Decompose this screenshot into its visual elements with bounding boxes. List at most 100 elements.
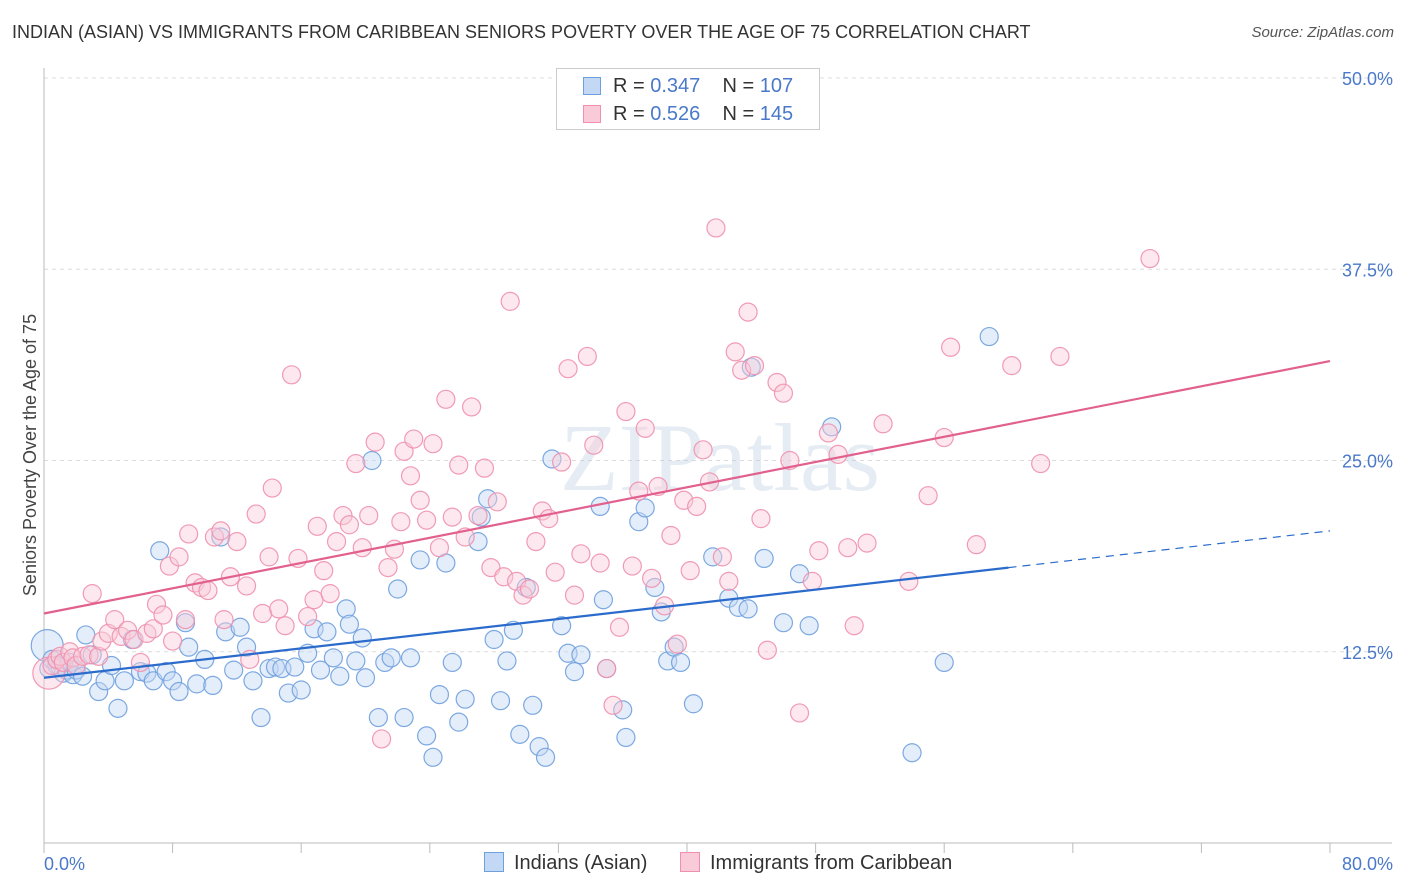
data-point (484, 629, 504, 650)
data-point (198, 580, 218, 601)
data-point (780, 450, 800, 471)
data-point (317, 622, 337, 642)
data-point (169, 681, 189, 702)
data-point (510, 724, 530, 744)
data-point (571, 645, 591, 665)
trend-lines (43, 359, 1331, 679)
data-point (767, 372, 787, 393)
data-point (381, 648, 401, 668)
data-point (468, 505, 488, 526)
data-point (378, 557, 398, 578)
data-point (275, 616, 295, 636)
data-point (468, 531, 488, 552)
data-point (339, 515, 360, 535)
legend-r-label: R = (613, 103, 651, 125)
trend-line-caribbean (43, 359, 1331, 615)
data-point (471, 507, 491, 527)
data-point (153, 605, 173, 625)
data-point (809, 541, 829, 561)
legend-r-value: 0.347 (650, 75, 701, 97)
data-point (253, 603, 273, 624)
y-axis-label: Seniors Poverty Over the Age of 75 (20, 314, 40, 596)
data-point (706, 218, 726, 238)
data-point (1002, 356, 1022, 376)
data-point (89, 681, 109, 702)
data-point (368, 707, 388, 728)
data-point (76, 625, 96, 645)
watermark: ZIPatlas (560, 404, 880, 511)
data-point (552, 452, 572, 472)
data-point (230, 617, 250, 637)
legend-item-indians[interactable]: Indians (Asian) (484, 852, 647, 875)
data-point (346, 651, 366, 671)
data-point (187, 674, 207, 694)
data-point (873, 414, 893, 434)
data-point (818, 423, 839, 443)
data-point (298, 606, 318, 627)
data-point (371, 729, 392, 749)
data-point (1050, 346, 1070, 367)
data-point (616, 401, 636, 422)
data-point (487, 492, 507, 512)
data-point (285, 657, 305, 677)
data-point (934, 652, 954, 673)
data-point (603, 695, 623, 715)
data-point (497, 651, 517, 671)
legend-item-caribbean[interactable]: Immigrants from Caribbean (680, 852, 952, 875)
data-point (251, 707, 271, 728)
data-point (449, 712, 469, 732)
data-point (738, 302, 758, 322)
data-point (683, 694, 704, 714)
data-point (92, 631, 112, 651)
data-point (323, 648, 343, 668)
data-point (400, 466, 421, 486)
data-point (725, 342, 745, 362)
axes (43, 68, 1392, 853)
data-point (246, 504, 266, 524)
source-label: Source: ZipAtlas.com (1251, 24, 1394, 41)
data-point (436, 389, 456, 409)
data-point (577, 346, 597, 367)
series-immigrants-caribbean (32, 218, 1160, 749)
stats-legend: R = 0.347 N = 107 R = 0.526 N = 145 (556, 68, 820, 130)
legend-label: Indians (Asian) (514, 852, 648, 874)
legend-n-value: 107 (759, 75, 794, 97)
data-point (442, 652, 462, 673)
data-point (1031, 453, 1051, 474)
data-point (169, 547, 189, 567)
data-point (307, 516, 327, 536)
data-point (941, 337, 961, 357)
data-point (500, 291, 520, 311)
data-point (609, 617, 630, 637)
data-point (410, 490, 430, 510)
data-point (474, 458, 495, 478)
data-point (423, 434, 443, 454)
data-point (326, 531, 347, 552)
data-point (175, 610, 196, 630)
data-point (529, 737, 549, 757)
data-point (844, 616, 864, 636)
trend-line-indians-extension (1008, 530, 1331, 569)
data-point (693, 440, 713, 460)
data-point (79, 645, 99, 665)
data-point (416, 510, 437, 530)
data-point (552, 616, 572, 636)
data-point (857, 533, 877, 553)
series-indians-asian (30, 326, 999, 767)
data-point (616, 727, 636, 748)
data-point (394, 707, 414, 728)
data-point (558, 359, 578, 379)
data-point (339, 614, 360, 634)
data-point (545, 562, 565, 582)
y-tick-label: 37.5% (1342, 260, 1393, 280)
data-point (597, 658, 617, 679)
data-point (362, 450, 382, 471)
legend-n-label: N = (722, 75, 760, 97)
data-point (423, 747, 443, 767)
data-point (216, 622, 236, 642)
data-point (635, 498, 655, 518)
data-point (494, 567, 514, 587)
data-point (670, 652, 691, 673)
data-point (622, 556, 642, 576)
data-point (593, 590, 614, 610)
